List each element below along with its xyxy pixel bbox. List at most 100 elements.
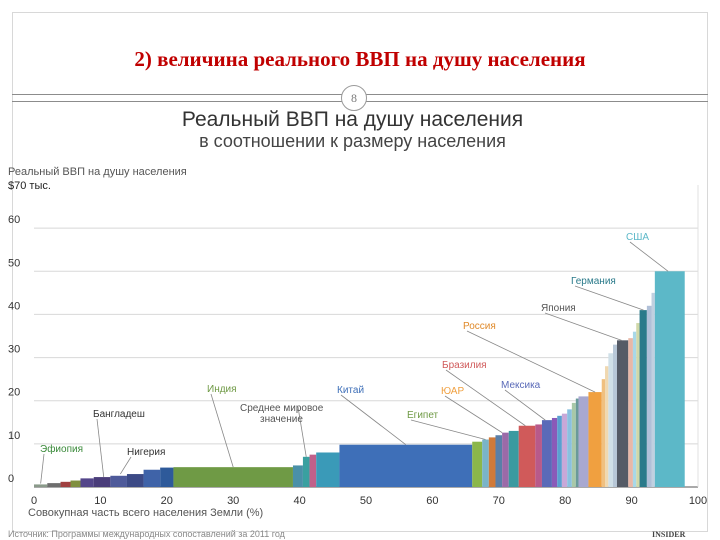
y-tick-label: 0 <box>8 473 14 485</box>
y-tick-label: 20 <box>8 387 20 399</box>
bar <box>654 271 685 487</box>
bar <box>601 379 606 487</box>
bar <box>508 430 519 487</box>
y-tick-label: 10 <box>8 430 20 442</box>
bar <box>571 402 576 487</box>
annotation-label: Бангладеш <box>93 409 145 420</box>
bar <box>143 469 161 487</box>
bar <box>472 441 483 487</box>
bar <box>628 338 633 487</box>
x-tick-label: 40 <box>293 495 305 507</box>
annotation-label: Япония <box>541 303 576 314</box>
annotation-leader <box>410 419 486 440</box>
bar <box>575 398 579 487</box>
annotation-label: США <box>626 232 649 243</box>
bar <box>578 396 589 487</box>
bar <box>34 484 48 487</box>
annotation-label: Китай <box>337 385 364 396</box>
bar <box>557 415 562 487</box>
annotation-leader <box>40 453 45 484</box>
annotation-leader <box>96 418 105 478</box>
bar <box>651 292 655 487</box>
bar <box>502 432 509 487</box>
y-axis-unit: $70 тыс. <box>8 180 51 192</box>
annotation-label: Германия <box>571 276 616 287</box>
annotation-leader <box>445 369 526 427</box>
annotation-leader <box>297 406 307 457</box>
bar <box>302 456 310 487</box>
bar <box>47 483 61 487</box>
chart-title: Реальный ВВП на душу населения <box>181 108 524 131</box>
annotation-leader <box>210 393 234 468</box>
x-tick-label: 50 <box>360 495 372 507</box>
brand-logo: INSIDER <box>652 530 686 539</box>
bar <box>488 437 496 487</box>
bar <box>613 344 617 487</box>
annotation-label: Среднее мировое значение <box>240 403 324 425</box>
slide-frame <box>12 12 708 532</box>
bar <box>518 425 536 487</box>
x-axis-label: Совокупная часть всего населения Земли (… <box>28 507 264 519</box>
bar <box>173 467 293 487</box>
annotation-leader <box>444 395 503 433</box>
bar <box>567 409 572 487</box>
annotation-label: Нигерия <box>127 447 165 458</box>
annotation-leader <box>340 394 407 446</box>
bar <box>608 353 614 487</box>
x-tick-label: 90 <box>625 495 637 507</box>
y-axis-label: Реальный ВВП на душу населения <box>8 166 187 178</box>
bar <box>482 439 489 487</box>
x-tick-label: 20 <box>161 495 173 507</box>
bar <box>70 480 81 487</box>
annotation-leader <box>629 241 669 272</box>
x-tick-label: 100 <box>689 495 707 507</box>
bar <box>80 478 94 487</box>
x-tick-label: 0 <box>31 495 37 507</box>
chart-subtitle: в соотношении к размеру населения <box>199 131 506 151</box>
bar <box>60 481 71 487</box>
bar <box>110 475 127 487</box>
bar <box>636 323 640 487</box>
annotation-leader <box>574 285 644 311</box>
source-note: Источник: Программы международных сопост… <box>8 529 285 539</box>
bar <box>93 477 111 487</box>
bar <box>292 465 303 487</box>
bar <box>541 420 552 487</box>
bar <box>632 331 637 487</box>
bar <box>616 340 629 487</box>
x-tick-label: 60 <box>426 495 438 507</box>
annotation-label: Индия <box>207 384 237 395</box>
bar <box>646 305 652 487</box>
bar <box>160 467 174 487</box>
annotation-leader <box>466 330 596 393</box>
x-tick-label: 10 <box>94 495 106 507</box>
annotation-label: Россия <box>463 321 496 332</box>
bar <box>316 452 340 487</box>
y-tick-label: 60 <box>8 214 20 226</box>
bar <box>551 417 558 487</box>
page-number: 8 <box>341 85 367 111</box>
bar <box>339 444 473 487</box>
x-tick-label: 30 <box>227 495 239 507</box>
annotation-label: Эфиопия <box>40 443 83 455</box>
bar <box>126 474 144 487</box>
annotation-leader <box>119 456 132 475</box>
annotation-leader <box>504 389 546 421</box>
bar <box>309 454 317 487</box>
annotation-label: Бразилия <box>442 360 487 371</box>
annotation-label: ЮАР <box>441 386 464 397</box>
x-tick-label: 70 <box>493 495 505 507</box>
annotation-leader <box>544 312 622 341</box>
bar <box>639 310 647 487</box>
y-tick-label: 30 <box>8 344 20 356</box>
x-tick-label: 80 <box>559 495 571 507</box>
bar <box>605 366 609 487</box>
annotation-label: Египет <box>407 410 439 421</box>
y-tick-label: 40 <box>8 300 20 312</box>
annotation-label: Мексика <box>501 380 541 391</box>
bar <box>495 435 503 487</box>
bar <box>561 413 568 487</box>
y-tick-label: 50 <box>8 257 20 269</box>
slide-title: 2) величина реального ВВП на душу населе… <box>134 47 586 71</box>
